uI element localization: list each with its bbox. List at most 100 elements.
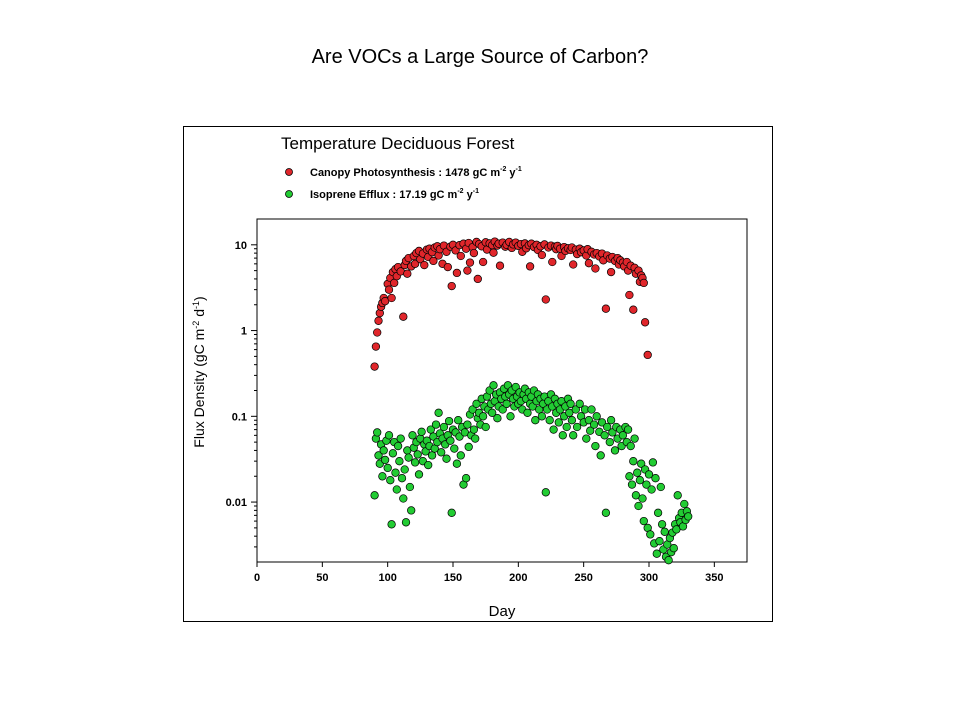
data-point bbox=[630, 434, 639, 443]
data-point bbox=[531, 416, 540, 425]
data-point bbox=[596, 451, 605, 460]
data-point bbox=[502, 399, 511, 408]
data-point bbox=[391, 468, 400, 477]
data-point bbox=[384, 285, 394, 294]
data-point bbox=[450, 444, 459, 453]
data-point bbox=[565, 408, 574, 417]
x-tick-label: 150 bbox=[444, 572, 462, 584]
figure-frame: Temperature Deciduous Forest Canopy Phot… bbox=[183, 126, 773, 622]
data-point bbox=[396, 434, 405, 443]
data-point bbox=[429, 256, 438, 266]
data-point bbox=[374, 451, 383, 460]
data-point bbox=[393, 441, 403, 451]
data-point bbox=[597, 418, 607, 427]
data-point bbox=[643, 350, 652, 360]
y-tick-label: 0.01 bbox=[226, 497, 247, 509]
data-point bbox=[673, 491, 682, 500]
data-point bbox=[589, 420, 599, 429]
series-canopy-photosynthesis bbox=[370, 237, 652, 371]
data-point bbox=[443, 262, 452, 272]
x-tick-label: 200 bbox=[509, 572, 527, 584]
data-point bbox=[606, 267, 616, 277]
data-point bbox=[631, 491, 641, 500]
data-point bbox=[384, 431, 394, 440]
data-point bbox=[669, 544, 678, 553]
data-point bbox=[627, 480, 637, 489]
data-point bbox=[378, 472, 387, 481]
data-point bbox=[383, 463, 392, 473]
data-point bbox=[644, 470, 654, 479]
data-point bbox=[506, 412, 515, 421]
data-point bbox=[657, 520, 667, 529]
data-point bbox=[567, 416, 577, 425]
data-point bbox=[571, 405, 580, 414]
data-point bbox=[380, 455, 390, 465]
data-point bbox=[646, 530, 655, 539]
data-point bbox=[373, 328, 382, 337]
data-point bbox=[395, 457, 404, 466]
data-point bbox=[478, 257, 488, 267]
data-point bbox=[447, 508, 456, 517]
data-point bbox=[575, 399, 584, 408]
data-point bbox=[388, 449, 398, 458]
data-point bbox=[386, 476, 395, 485]
data-point bbox=[656, 482, 665, 492]
data-point bbox=[541, 488, 550, 497]
data-point bbox=[434, 408, 443, 417]
data-point bbox=[456, 251, 465, 261]
data-point bbox=[642, 480, 651, 489]
data-point bbox=[660, 527, 669, 536]
legend-marker-canopy bbox=[285, 168, 293, 176]
data-point bbox=[464, 442, 473, 452]
data-point bbox=[537, 250, 547, 260]
data-point bbox=[493, 414, 502, 423]
y-tick-label: 1 bbox=[241, 326, 247, 338]
x-tick-label: 50 bbox=[316, 572, 328, 584]
data-point bbox=[404, 453, 413, 462]
data-point bbox=[606, 416, 616, 425]
data-point bbox=[399, 494, 408, 503]
data-point bbox=[414, 470, 424, 479]
x-tick-label: 350 bbox=[705, 572, 723, 584]
data-point bbox=[495, 261, 505, 270]
data-point bbox=[481, 422, 490, 432]
data-point bbox=[399, 312, 408, 321]
data-point bbox=[407, 506, 416, 515]
data-point bbox=[424, 460, 433, 470]
data-point bbox=[400, 465, 409, 474]
data-point bbox=[600, 431, 609, 440]
y-axis: 10 1 0.1 0.01 bbox=[226, 240, 257, 548]
data-point bbox=[647, 485, 656, 494]
data-point bbox=[380, 297, 390, 306]
data-point bbox=[403, 269, 412, 278]
data-point bbox=[584, 259, 594, 268]
data-point bbox=[444, 416, 454, 426]
data-point bbox=[488, 408, 497, 417]
data-point bbox=[623, 425, 633, 434]
chart-title: Temperature Deciduous Forest bbox=[281, 134, 515, 153]
data-point bbox=[452, 459, 462, 468]
data-point bbox=[463, 420, 472, 429]
data-point bbox=[655, 537, 664, 546]
data-point bbox=[456, 451, 465, 460]
data-point bbox=[629, 305, 638, 314]
data-point bbox=[640, 318, 650, 327]
x-tick-label: 0 bbox=[254, 572, 260, 584]
data-point bbox=[374, 316, 383, 325]
data-point bbox=[413, 450, 422, 459]
data-point bbox=[408, 431, 417, 440]
data-point bbox=[541, 295, 550, 304]
data-point bbox=[478, 412, 488, 421]
legend: Canopy Photosynthesis : 1478 gC m-2 y-1 … bbox=[285, 166, 522, 201]
data-point bbox=[489, 381, 498, 390]
data-point bbox=[625, 290, 634, 300]
data-point bbox=[569, 260, 578, 269]
data-point bbox=[410, 259, 420, 268]
legend-label-isoprene: Isoprene Efflux : 17.19 gC m-2 y-1 bbox=[310, 188, 479, 201]
data-point bbox=[461, 474, 471, 483]
data-point bbox=[370, 491, 379, 500]
data-point bbox=[637, 459, 646, 468]
data-point bbox=[405, 482, 415, 492]
data-point bbox=[558, 431, 567, 440]
data-point bbox=[525, 262, 535, 271]
